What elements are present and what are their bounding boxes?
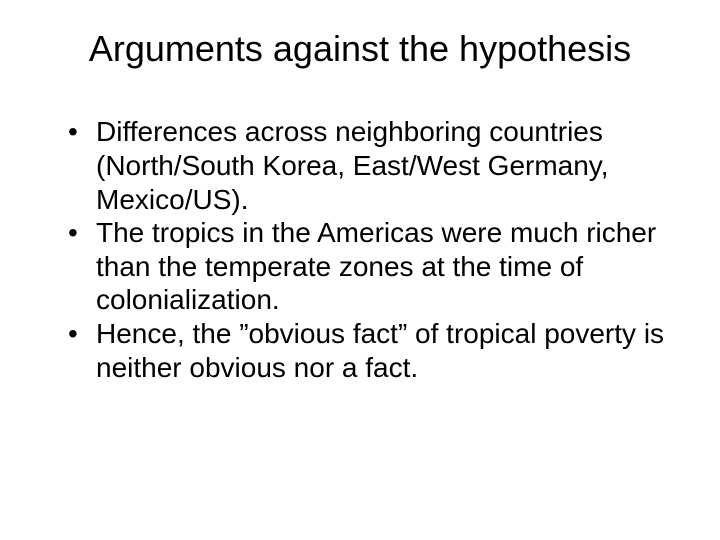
list-item: The tropics in the Americas were much ri… xyxy=(76,216,680,317)
bullet-list: Differences across neighboring countries… xyxy=(40,115,680,384)
list-item: Hence, the ”obvious fact” of tropical po… xyxy=(76,317,680,384)
list-item: Differences across neighboring countries… xyxy=(76,115,680,216)
slide-container: Arguments against the hypothesis Differe… xyxy=(0,0,720,540)
slide-title: Arguments against the hypothesis xyxy=(40,28,680,69)
